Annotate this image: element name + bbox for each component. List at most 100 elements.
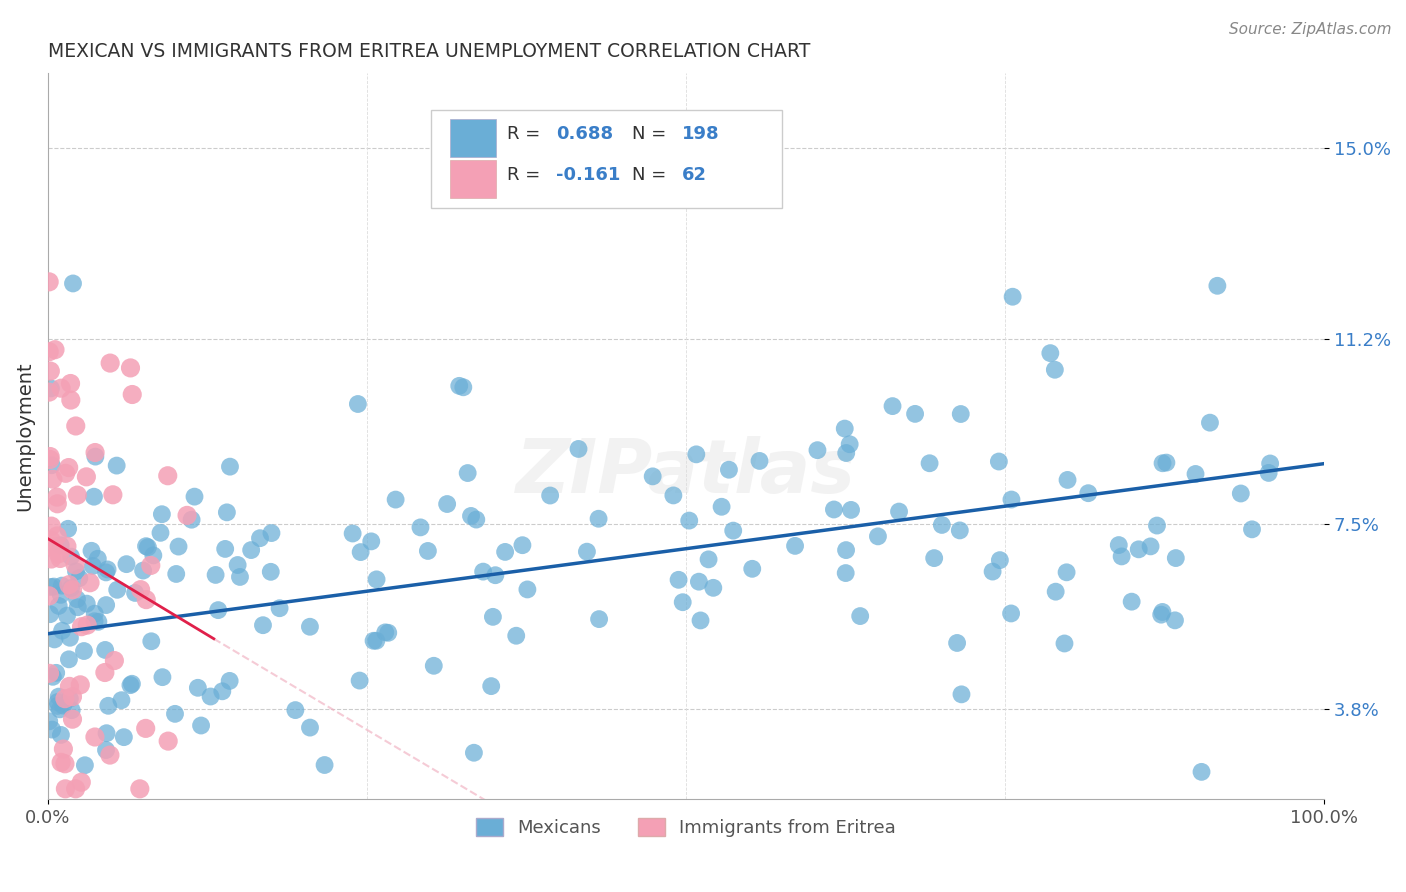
Point — [38, 344, 60, 359]
Point — [94, 643, 117, 657]
Point — [94, 743, 117, 757]
Point — [697, 552, 720, 566]
Point — [39, 533, 62, 548]
FancyBboxPatch shape — [450, 120, 496, 157]
Point — [60, 581, 83, 595]
Point — [284, 703, 307, 717]
Point — [94, 598, 117, 612]
Point — [538, 489, 561, 503]
Point — [423, 658, 446, 673]
Point — [66, 488, 89, 502]
Point — [58, 679, 80, 693]
Point — [1077, 486, 1099, 500]
Point — [48, 690, 70, 704]
Point — [981, 565, 1004, 579]
Point — [62, 690, 84, 704]
Point — [167, 540, 190, 554]
Point — [135, 539, 157, 553]
Point — [141, 634, 163, 648]
Point — [58, 577, 80, 591]
Point — [38, 385, 60, 400]
Point — [58, 652, 80, 666]
Point — [38, 666, 60, 681]
Point — [66, 592, 89, 607]
Point — [360, 534, 382, 549]
Point — [84, 730, 107, 744]
Point — [226, 558, 249, 572]
Point — [132, 564, 155, 578]
Point — [204, 568, 226, 582]
Point — [97, 562, 120, 576]
Point — [59, 393, 82, 408]
Point — [1128, 542, 1150, 557]
Point — [56, 608, 79, 623]
Point — [48, 599, 70, 613]
Point — [1000, 492, 1022, 507]
Point — [366, 633, 388, 648]
Point — [46, 529, 69, 543]
Point — [839, 503, 862, 517]
Point — [575, 544, 598, 558]
Point — [79, 575, 101, 590]
Point — [157, 734, 180, 748]
Point — [42, 670, 65, 684]
Point — [567, 442, 589, 456]
Point — [641, 469, 664, 483]
Point — [215, 505, 238, 519]
Point — [98, 747, 121, 762]
Point — [685, 447, 707, 461]
Point — [1156, 456, 1178, 470]
Point — [76, 618, 98, 632]
Point — [103, 654, 125, 668]
Point — [38, 714, 60, 729]
Point — [416, 544, 439, 558]
Point — [112, 730, 135, 744]
Point — [58, 460, 80, 475]
Point — [87, 615, 110, 629]
Point — [135, 722, 157, 736]
Point — [484, 568, 506, 582]
Point — [350, 545, 373, 559]
Point — [83, 490, 105, 504]
Point — [298, 721, 321, 735]
Text: N =: N = — [633, 125, 672, 143]
Point — [588, 612, 610, 626]
Point — [949, 407, 972, 421]
Point — [187, 681, 209, 695]
Point — [115, 557, 138, 571]
Point — [409, 520, 432, 534]
Point — [1258, 457, 1281, 471]
Point — [1184, 467, 1206, 481]
Point — [49, 702, 72, 716]
Point — [120, 360, 142, 375]
Point — [472, 565, 495, 579]
Point — [1257, 466, 1279, 480]
Point — [1240, 522, 1263, 536]
Text: 0.688: 0.688 — [555, 125, 613, 143]
Point — [931, 517, 953, 532]
Legend: Mexicans, Immigrants from Eritrea: Mexicans, Immigrants from Eritrea — [470, 811, 903, 844]
Point — [49, 728, 72, 742]
Point — [482, 610, 505, 624]
Point — [249, 531, 271, 545]
Text: 62: 62 — [682, 166, 707, 184]
Point — [52, 742, 75, 756]
Point — [214, 541, 236, 556]
Point — [342, 526, 364, 541]
Point — [65, 781, 87, 796]
Point — [1164, 551, 1187, 566]
Point — [69, 678, 91, 692]
Point — [62, 582, 84, 597]
Point — [1206, 278, 1229, 293]
Point — [347, 397, 370, 411]
Text: MEXICAN VS IMMIGRANTS FROM ERITREA UNEMPLOYMENT CORRELATION CHART: MEXICAN VS IMMIGRANTS FROM ERITREA UNEMP… — [48, 42, 810, 61]
Point — [1230, 486, 1253, 500]
Point — [121, 677, 143, 691]
Point — [721, 524, 744, 538]
Point — [298, 620, 321, 634]
Point — [59, 691, 82, 706]
Point — [105, 582, 128, 597]
Point — [96, 726, 118, 740]
Point — [129, 582, 152, 597]
Point — [142, 549, 165, 563]
